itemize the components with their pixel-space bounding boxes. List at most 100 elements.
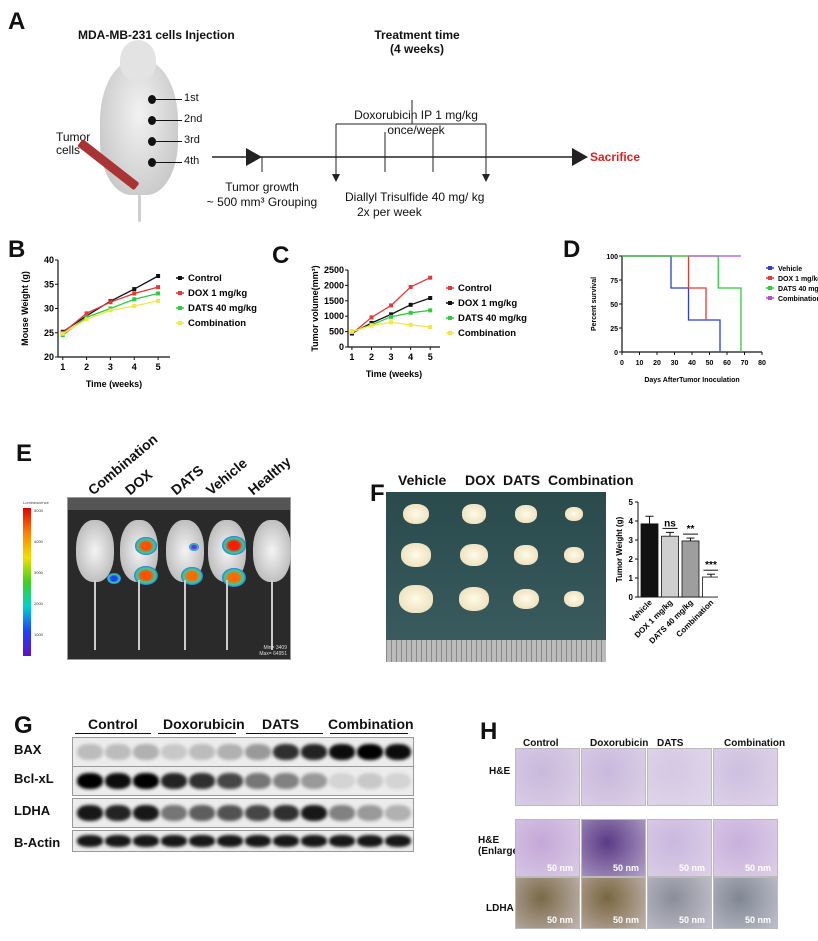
bar [702,576,718,598]
data-point [389,320,394,325]
grouping-text: ~ 500 mm³ Grouping [206,195,318,209]
blot-band [189,805,215,821]
data-point [84,317,89,322]
mouse-image [253,520,291,582]
tumor-site-dot [148,95,156,104]
x-tick-label: 30 [671,360,679,367]
histology-column-label: Control [523,738,559,749]
legend-label: DOX 1 mg/kg [778,276,818,283]
protein-label: B-Actin [14,835,61,850]
blot-band [385,805,411,821]
blot-row [72,766,414,796]
tumor-specimen [460,543,488,567]
legend-marker [178,306,182,310]
scale-tick: 3000 [34,570,43,575]
tumor-site-dot [148,158,156,167]
protein-label: Bcl-xL [14,771,54,786]
group-label: DATS [167,461,207,498]
bar [681,540,700,598]
blot-band [329,805,355,821]
blot-band [357,805,383,821]
data-point [369,323,374,328]
histology-image: 50 nm [581,877,646,929]
y-tick-label: 1 [629,574,634,583]
blot-row [72,737,414,767]
luminescence-signal [135,537,157,555]
site-label: 1st [184,92,199,104]
blot-band [77,835,103,847]
tumor-specimen [462,504,486,524]
blot-band [189,744,215,760]
site-arrow-icon [156,99,182,100]
site-label: 3rd [184,134,200,146]
panel-label-h: H [480,718,498,745]
site-arrow-icon [156,162,182,163]
data-point [428,308,433,313]
legend-marker [448,316,452,320]
injection-title: MDA-MB-231 cells Injection [78,28,235,42]
blot-band [161,835,187,847]
tumor-group-label: Vehicle [398,472,447,488]
y-tick-label: 0 [339,342,344,352]
significance-label: ** [687,524,695,535]
y-tick-label: 3 [629,536,634,545]
blot-band [301,805,327,821]
y-axis-label: Mouse Weight (g) [20,271,30,346]
histology-image [647,748,712,806]
mouse-tail [271,580,273,650]
site-label: 2nd [184,113,203,125]
tumor-group-label: DOX [465,472,496,488]
x-tick-label: 50 [706,360,714,367]
histology-column-label: DATS [657,738,684,749]
x-tick-label: 20 [653,360,661,367]
blot-group-label: Doxorubicin [163,716,245,732]
legend-marker [178,321,182,325]
x-tick-label: 3 [108,362,113,372]
blot-band [385,773,411,789]
scale-bar-label: 50 nm [546,863,573,873]
legend-marker [448,286,452,290]
luminescence-signal [222,568,246,588]
panel-label-f: F [370,480,385,507]
legend-label: Control [188,273,222,284]
y-tick-label: 2 [629,555,634,564]
treatment-title: Treatment time (4 weeks) [372,28,462,56]
blot-band [273,773,299,789]
legend-label: Vehicle [778,266,802,273]
group-underline [246,733,323,734]
y-tick-label: 35 [44,279,54,289]
series-line-combination [62,300,159,335]
histology-image [515,748,580,806]
x-tick-label: 5 [156,362,161,372]
data-point [156,298,161,303]
tumor-specimen [564,591,584,607]
y-tick-label: 75 [610,278,618,285]
y-tick-label: 40 [44,255,54,265]
scale-bar-label: 50 nm [744,915,771,925]
luminescence-signal [134,566,158,586]
panel-label-a: A [8,8,26,35]
group-label: Vehicle [202,454,250,498]
bioluminescence-image: Min= 3409 Max= 64951 [67,497,291,660]
blot-band [217,835,243,847]
image-header [68,498,290,510]
significance-label: ns [664,518,676,529]
tumor-group-label: Combination [548,472,634,488]
y-tick-label: 5 [629,498,634,507]
luminescence-signal [181,567,203,585]
tumor-specimen [401,543,431,567]
blot-group-label: Combination [328,716,414,732]
data-point [156,274,161,279]
group-underline [75,733,151,734]
histology-row-label: H&E (Enlarge) [478,835,522,857]
scale-bar-label: 50 nm [678,863,705,873]
histology-image: 50 nm [581,819,646,877]
min-value: Min= 3409 [263,645,288,651]
blot-band [357,835,383,847]
blot-band [301,773,327,789]
tumor-specimen [513,588,539,610]
y-tick-label: 4 [629,517,634,526]
luminescence-scale: Luminescence 5000 4000 3000 2000 1000 [23,500,63,658]
